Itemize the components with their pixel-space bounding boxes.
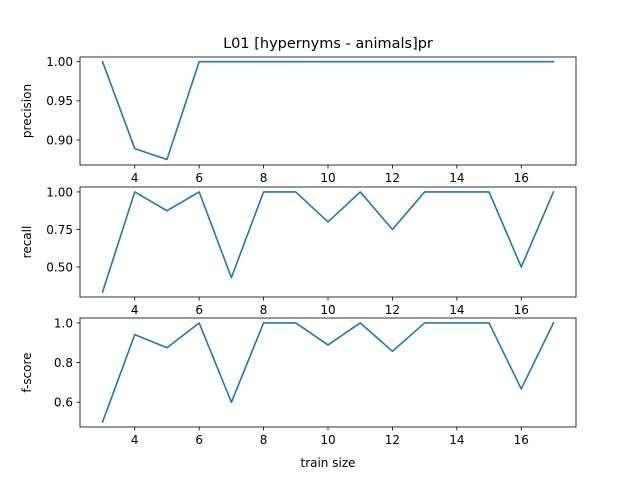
precision-x-tick-label: 12 [385, 171, 400, 185]
f-score-x-tick-label: 14 [449, 433, 464, 447]
f-score-x-tick-label: 10 [320, 433, 335, 447]
recall-panel: 4 6 8 10 12 14 16 0.50 0.75 1.00 recall [20, 185, 577, 317]
recall-y-axis-label: recall [20, 226, 34, 259]
precision-y-tick-label: 0.90 [46, 133, 73, 147]
precision-series-line [101, 60, 555, 161]
precision-x-tick-label: 10 [320, 171, 335, 185]
f-score-panel: 4 6 8 10 12 14 16 0.6 0.8 1.0 f-score [20, 316, 577, 447]
precision-y-axis-label: precision [20, 84, 34, 138]
f-score-y-tick-label: 0.6 [54, 396, 73, 410]
recall-x-tick-label: 4 [131, 303, 139, 317]
f-score-x-tick-label: 12 [385, 433, 400, 447]
recall-x-tick-label: 14 [449, 303, 464, 317]
precision-y-tick-label: 0.95 [46, 94, 73, 108]
precision-x-tick-label: 4 [131, 171, 139, 185]
recall-x-tick-label: 8 [260, 303, 268, 317]
f-score-y-tick-label: 0.8 [54, 356, 73, 370]
precision-x-tick-label: 8 [260, 171, 268, 185]
f-score-x-tick-label: 4 [131, 433, 139, 447]
precision-x-tick-label: 16 [514, 171, 529, 185]
recall-series-line [101, 190, 555, 294]
f-score-y-tick-label: 1.0 [54, 316, 73, 330]
x-axis-label: train size [300, 456, 355, 470]
f-score-y-axis-label: f-score [20, 352, 34, 392]
precision-panel: 4 6 8 10 12 14 16 0.90 0.95 1.00 precision [20, 55, 577, 185]
precision-x-tick-label: 14 [449, 171, 464, 185]
f-score-x-tick-label: 16 [514, 433, 529, 447]
precision-x-tick-label: 6 [195, 171, 203, 185]
f-score-x-tick-label: 6 [195, 433, 203, 447]
recall-y-tick-label: 0.50 [46, 260, 73, 274]
subplots: 4 6 8 10 12 14 16 0.90 0.95 1.00 precision 4 6 8 10 12 1… [20, 55, 577, 447]
precision-y-tick-label: 1.00 [46, 55, 73, 69]
recall-x-tick-label: 10 [320, 303, 335, 317]
recall-x-tick-label: 16 [514, 303, 529, 317]
f-score-x-tick-label: 8 [260, 433, 268, 447]
f-score-series-line [101, 321, 555, 424]
recall-y-tick-label: 1.00 [46, 185, 73, 199]
chart-title: L01 [hypernyms - animals]pr [223, 36, 433, 52]
recall-x-tick-label: 6 [195, 303, 203, 317]
recall-x-tick-label: 12 [385, 303, 400, 317]
recall-y-tick-label: 0.75 [46, 223, 73, 237]
